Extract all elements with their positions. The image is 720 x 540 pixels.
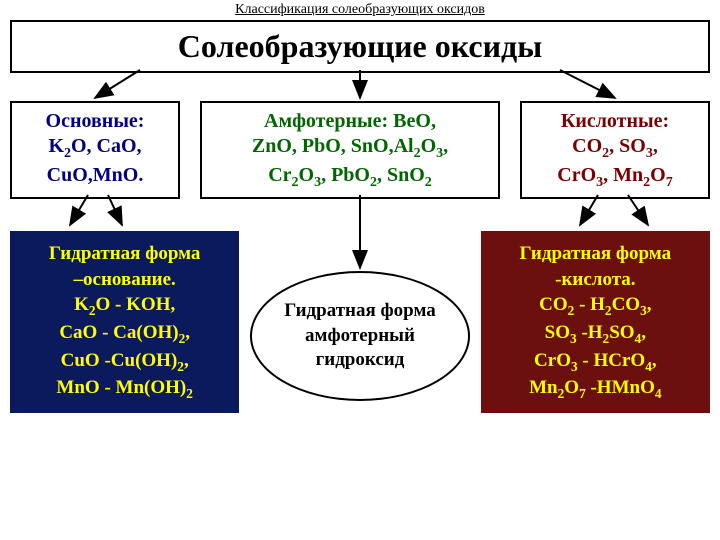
hydrate-amph-l3: гидроксид bbox=[316, 349, 405, 370]
category-basic: Основные: K2O, CaO, CuO,MnO. bbox=[10, 101, 180, 199]
category-basic-line2: CuO,MnO. bbox=[47, 164, 144, 186]
hydrate-amph-l2: амфотерный bbox=[305, 325, 415, 346]
hydrate-row: Гидратная форма –основание. K2O - KOH, C… bbox=[10, 231, 710, 413]
hydrate-basic-title: Гидратная форма bbox=[49, 243, 201, 264]
hydrate-basic-l3: CuO -Cu(OH)2, bbox=[61, 350, 189, 371]
hydrate-basic-l2: CaO - Ca(OH)2, bbox=[59, 322, 190, 343]
hydrate-acidic: Гидратная форма -кислота. CO2 - H2CO3, S… bbox=[481, 231, 710, 413]
category-row: Основные: K2O, CaO, CuO,MnO. Амфотерные:… bbox=[10, 101, 710, 199]
hydrate-amphoteric-wrap: Гидратная форма амфотерный гидроксид bbox=[245, 271, 474, 401]
category-acidic: Кислотные: CO2, SO3, CrO3, Mn2O7 bbox=[520, 101, 710, 199]
main-title: Солеобразующие оксиды bbox=[10, 20, 710, 73]
hydrate-amphoteric: Гидратная форма амфотерный гидроксид bbox=[250, 271, 470, 401]
category-amph-label: Амфотерные: BeO, bbox=[264, 110, 436, 132]
category-amph-line2: Cr2O3, PbO2, SnO2 bbox=[268, 164, 432, 186]
hydrate-amph-l1: Гидратная форма bbox=[284, 300, 436, 321]
hydrate-acid-l1: CO2 - H2CO3, bbox=[539, 294, 651, 315]
hydrate-acid-l2: SO3 -H2SO4, bbox=[545, 322, 646, 343]
caption: Классификация солеобразующих оксидов bbox=[0, 0, 720, 18]
category-basic-line1: K2O, CaO, bbox=[48, 135, 141, 157]
hydrate-acid-l4: Mn2O7 -HMnO4 bbox=[529, 377, 661, 398]
hydrate-acid-title: Гидратная форма bbox=[520, 243, 672, 264]
category-acid-label: Кислотные: bbox=[561, 110, 669, 132]
hydrate-basic-subtitle: –основание. bbox=[74, 269, 176, 290]
hydrate-acid-l3: CrO3 - HCrO4, bbox=[534, 350, 657, 371]
category-amph-line1: ZnO, PbO, SnO,Al2O3, bbox=[252, 135, 448, 157]
category-acid-line2: CrO3, Mn2O7 bbox=[557, 164, 672, 186]
hydrate-acid-subtitle: -кислота. bbox=[555, 269, 635, 290]
category-basic-label: Основные: bbox=[46, 110, 145, 132]
category-amphoteric: Амфотерные: BeO, ZnO, PbO, SnO,Al2O3, Cr… bbox=[200, 101, 500, 199]
hydrate-basic-l4: MnO - Mn(OH)2 bbox=[56, 377, 192, 398]
category-acid-line1: CO2, SO3, bbox=[572, 135, 658, 157]
hydrate-basic-l1: K2O - KOH, bbox=[74, 294, 175, 315]
hydrate-basic: Гидратная форма –основание. K2O - KOH, C… bbox=[10, 231, 239, 413]
